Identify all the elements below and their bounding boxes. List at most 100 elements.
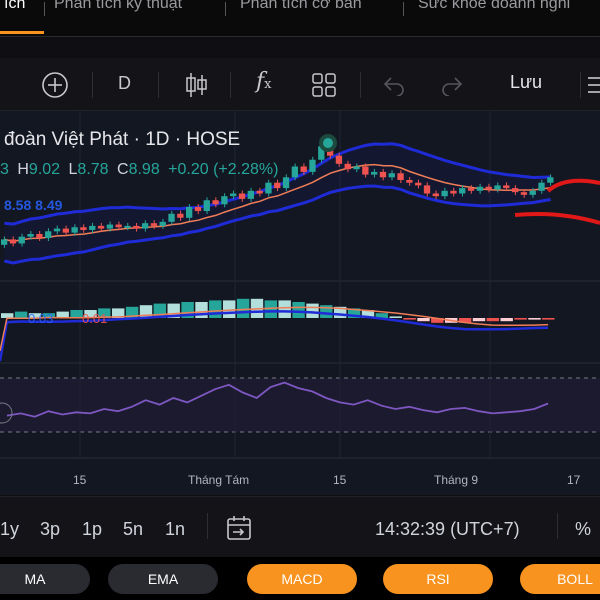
interval-button[interactable]: D xyxy=(118,73,131,93)
candle xyxy=(106,224,114,229)
tab-technical-analysis[interactable]: Phân tích kỹ thuật xyxy=(54,0,183,12)
range-1n[interactable]: 1n xyxy=(165,519,186,539)
macd-line xyxy=(0,310,549,362)
candle xyxy=(476,186,484,191)
macd-histogram-bar xyxy=(264,300,277,318)
candle xyxy=(406,180,413,183)
candlestick-icon[interactable] xyxy=(182,70,210,100)
macd-histogram-bar xyxy=(389,316,402,318)
tab-company-health[interactable]: Sức khỏe doanh nghi xyxy=(418,0,571,12)
chart-canvas[interactable] xyxy=(0,111,600,495)
time-axis-label: 17 xyxy=(567,473,581,487)
candle xyxy=(511,188,519,193)
candle xyxy=(27,234,34,237)
candle xyxy=(432,193,439,197)
range-3p[interactable]: 3p xyxy=(40,519,61,539)
undo-icon[interactable] xyxy=(382,74,406,96)
macd-histogram-bar xyxy=(361,310,375,318)
candle xyxy=(547,177,554,183)
candle xyxy=(282,177,290,189)
macd-histogram-bar xyxy=(486,318,499,322)
time-axis-label: Tháng Tám xyxy=(188,473,250,487)
candle xyxy=(371,171,378,175)
close-value: 8.98 xyxy=(128,161,160,178)
range-1p[interactable]: 1p xyxy=(82,519,103,539)
macd-histogram-bar xyxy=(70,310,83,318)
candle xyxy=(203,200,210,212)
candle xyxy=(362,166,369,175)
time-axis-label: 15 xyxy=(333,473,347,487)
candle xyxy=(467,188,475,191)
candle xyxy=(168,213,175,222)
low-label: L xyxy=(68,161,78,178)
add-indicator-icon[interactable] xyxy=(40,70,70,100)
candle xyxy=(115,224,122,228)
time-axis-label: 15 xyxy=(73,473,87,487)
indicator-ma-button[interactable]: MA xyxy=(0,564,90,594)
candle xyxy=(53,228,61,232)
percent-scale-toggle[interactable]: % xyxy=(575,519,592,539)
rsi-marker xyxy=(0,402,13,424)
candle xyxy=(335,155,343,164)
tab-separator xyxy=(225,2,226,16)
candle xyxy=(150,223,158,226)
candle xyxy=(503,185,510,189)
candle xyxy=(62,228,69,233)
macd-histogram-bar xyxy=(98,308,111,318)
candle xyxy=(238,193,246,199)
tab-analysis[interactable]: ích xyxy=(4,0,26,12)
candle xyxy=(177,213,184,218)
macd-histogram-bar xyxy=(1,313,14,318)
candle xyxy=(450,190,457,194)
macd-histogram-bar xyxy=(528,318,541,320)
candle xyxy=(459,188,466,194)
candle xyxy=(265,182,272,194)
tab-separator xyxy=(403,2,404,16)
candle xyxy=(212,200,219,205)
range-1y[interactable]: 1y xyxy=(0,519,20,539)
close-label: C xyxy=(117,161,129,178)
save-button[interactable]: Lưu xyxy=(510,72,543,92)
candle xyxy=(309,159,316,172)
candle xyxy=(194,207,202,212)
candle xyxy=(133,225,140,229)
candle xyxy=(441,190,448,197)
macd-histogram-bar xyxy=(112,308,125,318)
open-value: 3 xyxy=(0,161,9,178)
candle xyxy=(485,186,492,190)
candle xyxy=(221,196,228,205)
candle xyxy=(18,236,25,244)
macd-histogram-bar xyxy=(125,306,139,318)
layout-grid-icon[interactable] xyxy=(311,72,337,98)
redo-icon[interactable] xyxy=(440,74,464,96)
indicator-rsi-button[interactable]: RSI xyxy=(383,564,493,594)
tab-fundamental-analysis[interactable]: Phân tích cơ bản xyxy=(240,0,362,12)
macd-histogram-bar xyxy=(403,318,416,320)
high-label: H xyxy=(17,161,29,178)
candle xyxy=(397,173,404,180)
indicator-ema-button[interactable]: EMA xyxy=(108,564,218,594)
menu-icon[interactable] xyxy=(588,76,600,94)
candle xyxy=(186,207,193,218)
change-value: +0.20 (+2.28%) xyxy=(168,161,279,178)
indicator-macd-button[interactable]: MACD xyxy=(247,564,357,594)
candle xyxy=(344,163,351,170)
candle xyxy=(45,231,52,239)
candle xyxy=(300,166,307,172)
ohlc-legend: 3 H9.02 L8.78 C8.98 +0.20 (+2.28%) xyxy=(0,161,278,179)
price-chart[interactable]: đoàn Việt Phát · 1D · HOSE 3 H9.02 L8.78… xyxy=(0,111,600,495)
toolbar-separator xyxy=(580,72,581,98)
macd-histogram-bar xyxy=(223,300,236,318)
range-5n[interactable]: 5n xyxy=(123,519,144,539)
candle xyxy=(80,227,87,230)
macd-histogram-bar xyxy=(514,318,527,320)
macd-histogram-bar xyxy=(375,313,388,318)
goto-date-icon[interactable] xyxy=(225,514,253,542)
toolbar-separator xyxy=(158,72,159,98)
candle xyxy=(415,182,422,186)
function-icon[interactable]: fx xyxy=(256,69,272,94)
clock[interactable]: 14:32:39 (UTC+7) xyxy=(375,519,520,539)
indicator-boll-button[interactable]: BOLL xyxy=(520,564,600,594)
macd-histogram-bar xyxy=(500,318,513,322)
candle xyxy=(141,223,149,229)
